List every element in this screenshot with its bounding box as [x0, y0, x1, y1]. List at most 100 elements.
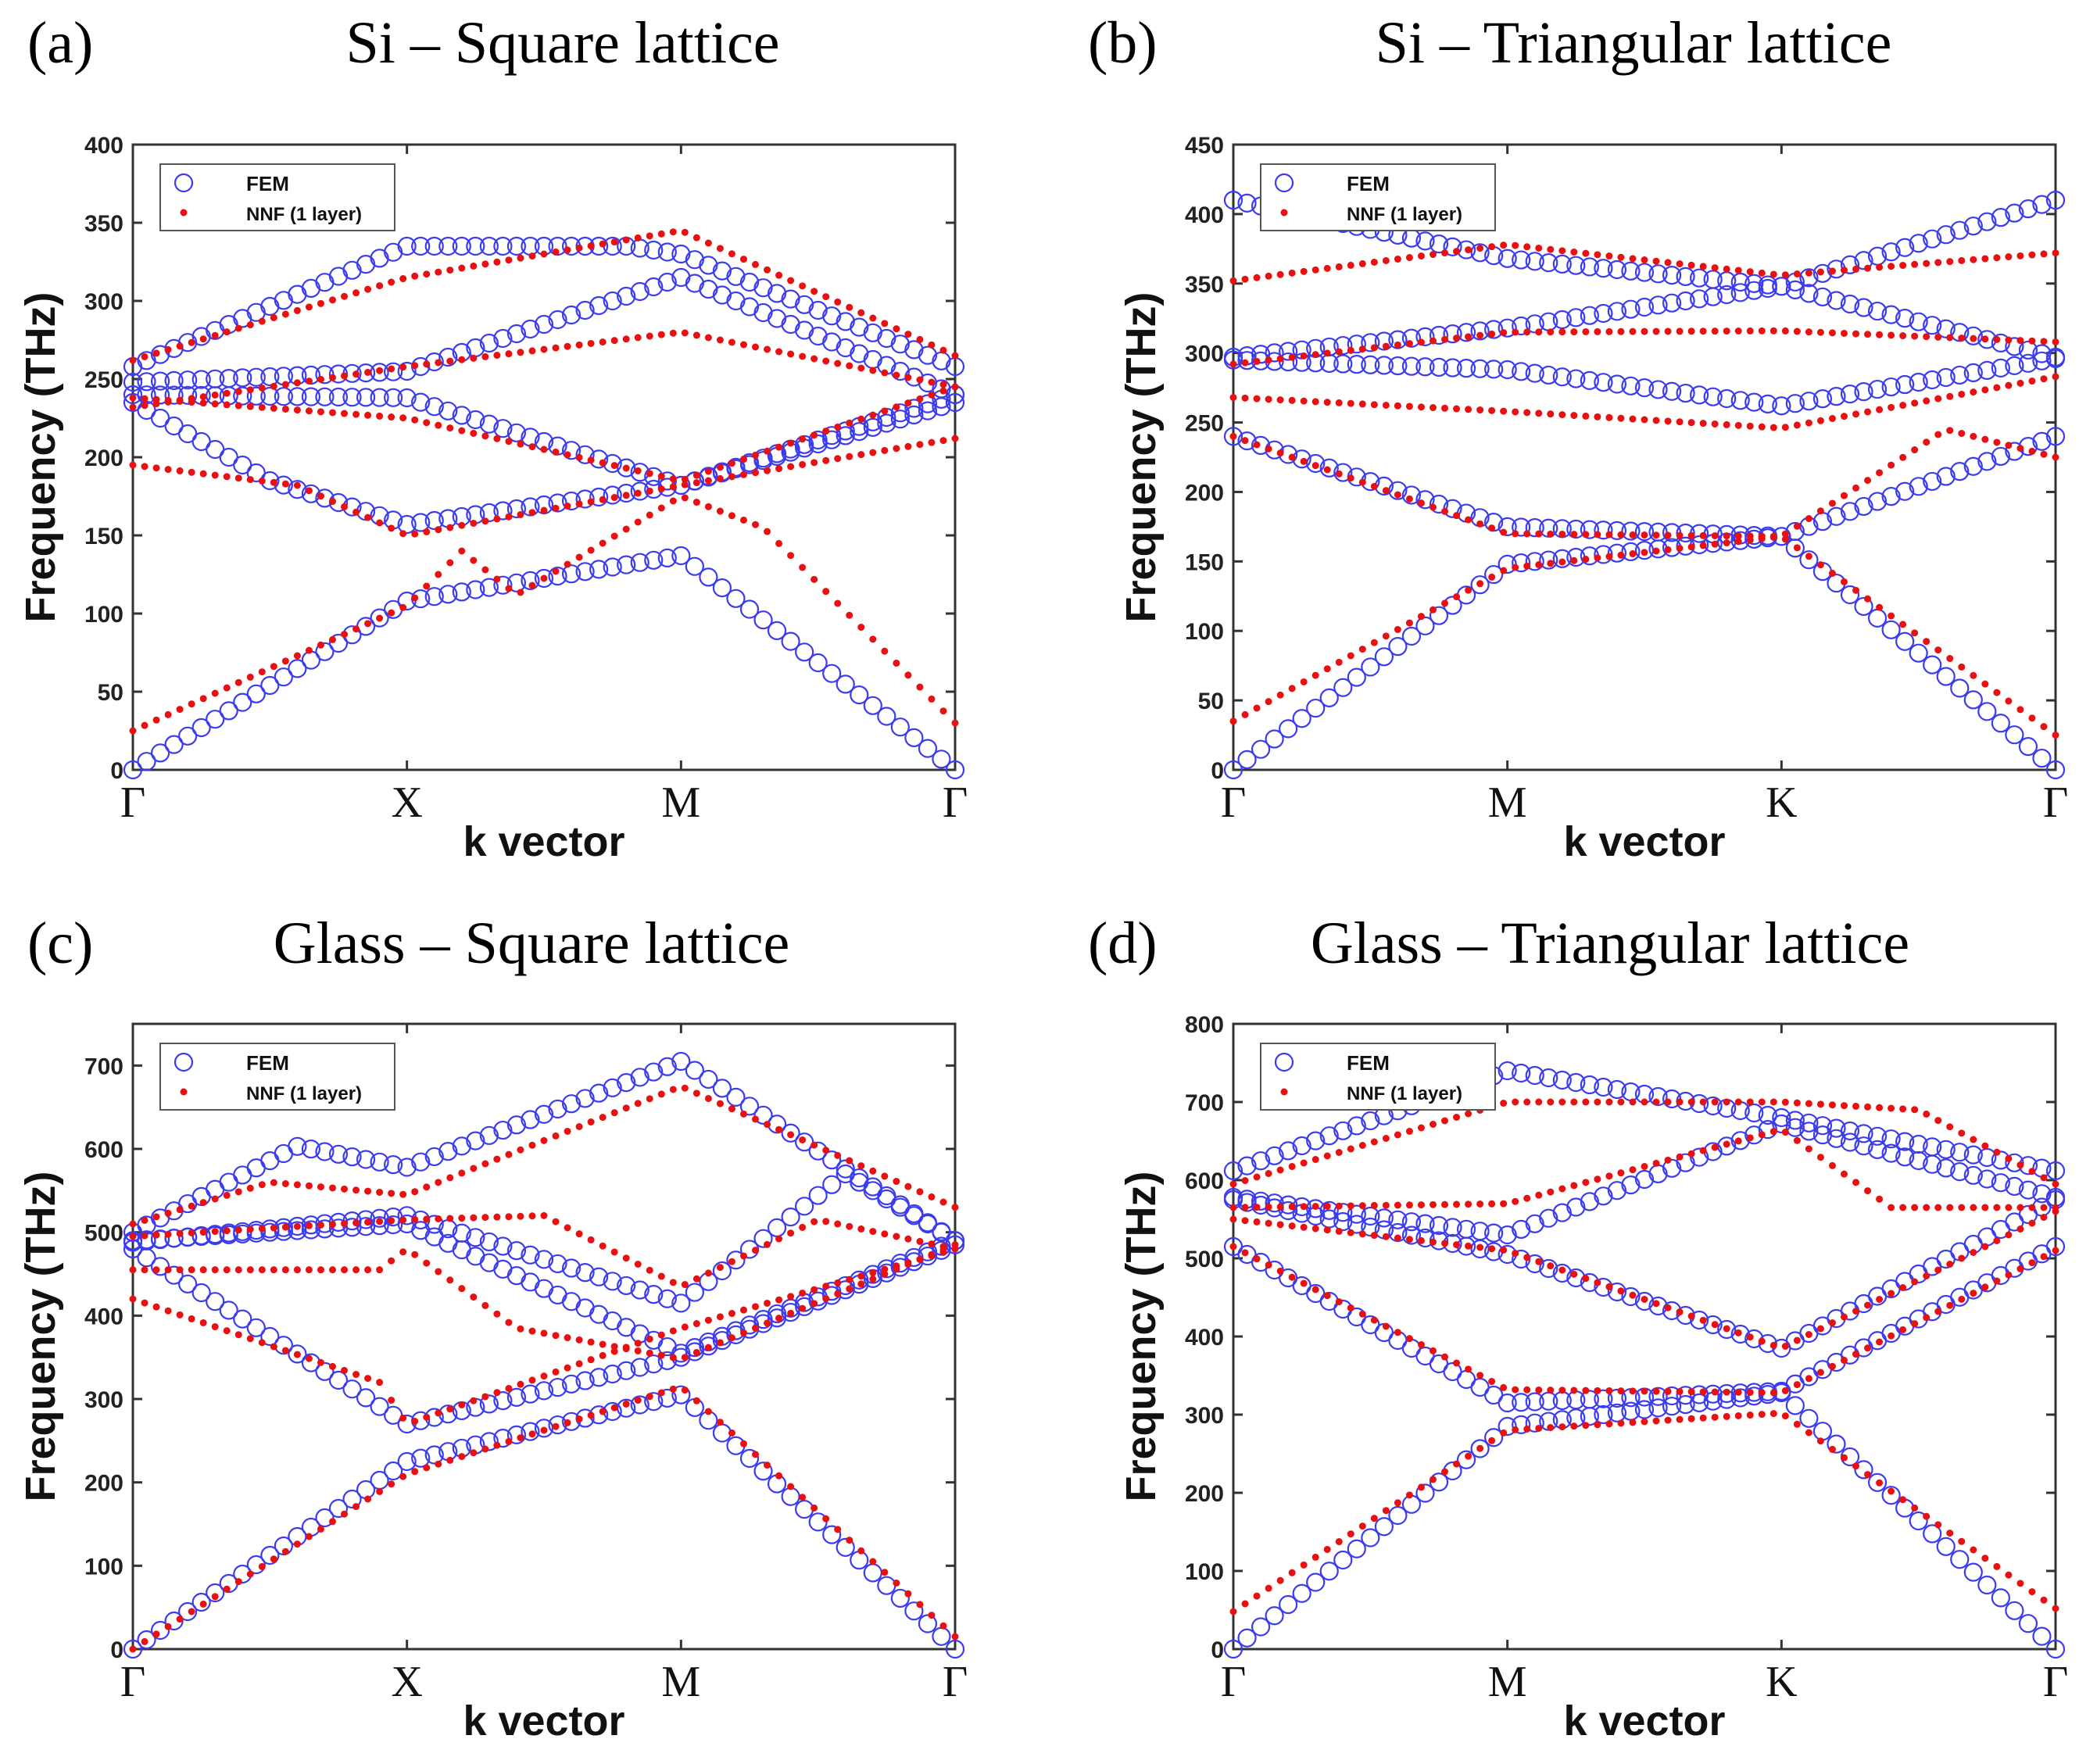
nnf-point — [1335, 348, 1343, 356]
fem-point — [575, 1371, 595, 1390]
fem-point — [644, 1285, 664, 1304]
nnf-point — [399, 1472, 407, 1480]
fem-point — [1306, 453, 1326, 474]
nnf-point — [669, 1086, 677, 1093]
nnf-point — [411, 530, 419, 538]
nnf-point — [1746, 1134, 1754, 1142]
nnf-point — [1347, 474, 1354, 482]
nnf-point — [376, 1379, 384, 1387]
fem-point — [836, 426, 855, 445]
fem-point — [1470, 575, 1490, 595]
nnf-point — [1781, 1387, 1789, 1394]
nnf-point — [1816, 1100, 1824, 1108]
fem-point — [1963, 1562, 1983, 1582]
nnf-point — [1323, 1226, 1331, 1234]
nnf-point — [1676, 327, 1684, 335]
fem-point — [575, 1089, 595, 1108]
fem-point — [438, 401, 458, 420]
nnf-point — [305, 1182, 313, 1190]
nnf-point — [716, 1100, 724, 1107]
nnf-point — [1547, 1262, 1555, 1270]
nnf-point — [152, 1303, 160, 1311]
nnf-point — [1876, 406, 1884, 413]
nnf-point — [787, 1483, 795, 1490]
y-tick-label: 200 — [1185, 480, 1224, 506]
nnf-point — [1852, 1351, 1860, 1358]
fem-point — [1717, 284, 1737, 305]
fem-point — [1634, 297, 1655, 317]
nnf-point — [2052, 1605, 2059, 1612]
data-markers-a — [123, 228, 965, 780]
nnf-point — [493, 575, 501, 583]
nnf-point — [857, 1162, 865, 1170]
nnf-point — [1899, 621, 1907, 628]
fem-point — [328, 1370, 349, 1390]
nnf-point — [1699, 263, 1707, 270]
nnf-point — [1769, 532, 1777, 540]
fem-point — [534, 568, 554, 589]
nnf-point — [1594, 531, 1601, 539]
fem-point — [1333, 1121, 1353, 1140]
nnf-point — [1711, 420, 1719, 428]
nnf-point — [1441, 1200, 1449, 1208]
fem-point — [301, 278, 321, 298]
fem-point — [739, 1097, 760, 1116]
nnf-point — [199, 1266, 207, 1274]
nnf-point — [164, 1623, 172, 1630]
nnf-point — [552, 448, 560, 456]
fem-point — [246, 386, 266, 406]
fem-point — [1251, 1617, 1271, 1637]
fem-point — [506, 573, 527, 592]
fem-point — [1456, 359, 1476, 378]
nnf-point — [1582, 531, 1590, 539]
nnf-point — [411, 1468, 419, 1476]
fem-point — [1867, 379, 1888, 399]
fem-point — [1963, 456, 1983, 476]
nnf-point — [1758, 1411, 1766, 1419]
fem-point — [781, 632, 800, 651]
nnf-point — [1535, 561, 1543, 569]
fem-point — [246, 1318, 266, 1337]
fem-point — [1429, 1472, 1449, 1492]
fem-point — [1251, 1151, 1271, 1171]
fem-point — [1580, 257, 1599, 277]
nnf-point — [423, 1464, 431, 1472]
nnf-point — [916, 683, 924, 691]
fem-point — [2032, 748, 2052, 768]
nnf-point — [1840, 492, 1848, 499]
fem-point — [1785, 280, 1805, 299]
nnf-point — [916, 395, 924, 403]
nnf-point — [834, 1279, 842, 1286]
nnf-point — [939, 387, 947, 395]
nnf-point — [951, 719, 959, 727]
fem-point — [1936, 1140, 1956, 1159]
fem-point — [342, 1489, 362, 1509]
nnf-point — [1805, 553, 1812, 560]
nnf-point — [764, 345, 771, 353]
fem-point — [1840, 1132, 1860, 1152]
nnf-point — [199, 335, 207, 343]
nnf-point — [1405, 495, 1413, 503]
fem-point — [1401, 626, 1422, 646]
nnf-point — [610, 1343, 618, 1351]
fem-point — [315, 1142, 335, 1161]
nnf-point — [1488, 1378, 1496, 1386]
nnf-point — [364, 1218, 372, 1226]
nnf-point — [435, 1409, 442, 1417]
nnf-point — [1358, 1522, 1366, 1530]
fem-point — [1799, 392, 1819, 411]
y-tick-label: 600 — [84, 1137, 123, 1163]
nnf-point — [1687, 1312, 1695, 1320]
fem-point — [534, 1419, 554, 1438]
nnf-point — [881, 647, 889, 655]
fem-point — [822, 1175, 842, 1194]
legend-box — [1260, 1043, 1496, 1111]
fem-point — [850, 421, 869, 442]
nnf-point — [1652, 257, 1660, 265]
nnf-point — [1852, 265, 1860, 273]
nnf-point — [1840, 578, 1848, 585]
nnf-point — [1758, 269, 1766, 277]
legend-box — [159, 163, 395, 231]
nnf-point — [587, 1338, 595, 1346]
fem-point — [424, 510, 444, 531]
